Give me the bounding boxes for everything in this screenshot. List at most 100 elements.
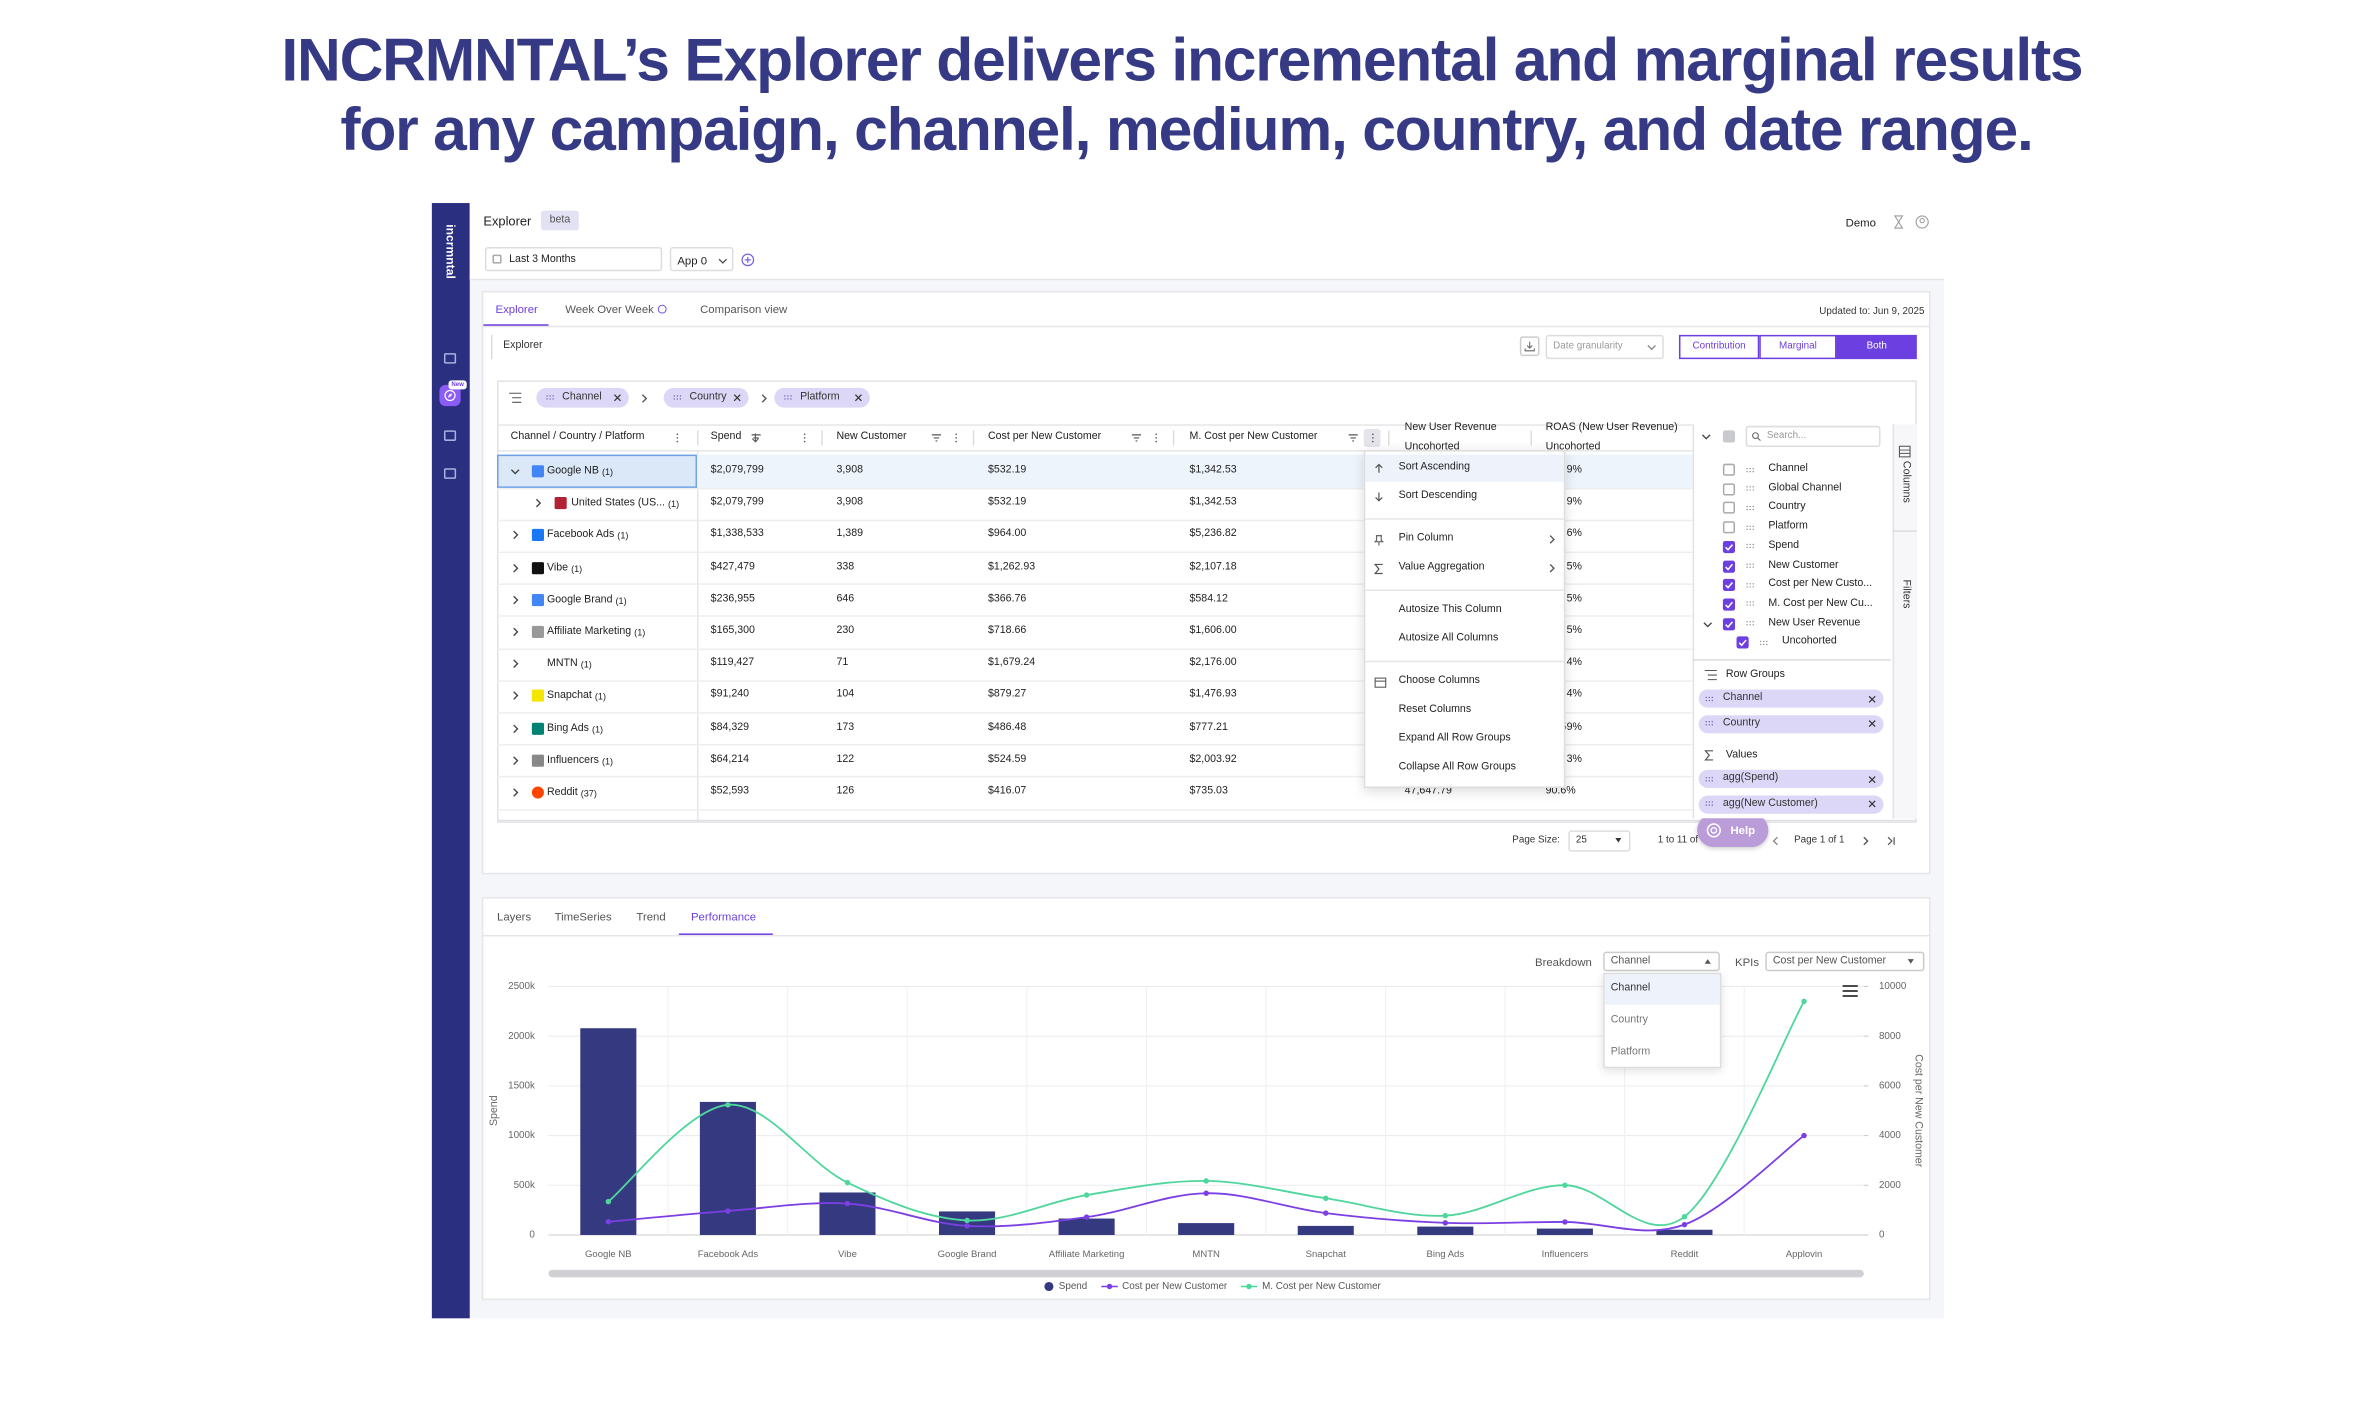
help-button[interactable] bbox=[1697, 813, 1769, 848]
columns-icon-part bbox=[1373, 676, 1386, 687]
row-group-icon-part bbox=[1704, 669, 1717, 681]
date-picker[interactable] bbox=[484, 246, 663, 272]
drag-handle-part bbox=[1760, 640, 1762, 642]
drag-handle-part bbox=[552, 395, 554, 397]
select-arrow-part bbox=[1615, 837, 1622, 843]
mode-button[interactable] bbox=[1678, 334, 1760, 360]
search-icon-part bbox=[1752, 432, 1759, 440]
page-size-select[interactable] bbox=[1568, 830, 1631, 852]
column-item: Uncohorted bbox=[1781, 636, 1837, 648]
cell: 230 bbox=[836, 625, 855, 637]
menu-item[interactable]: Autosize This Column bbox=[1398, 604, 1502, 615]
chevron bbox=[641, 393, 647, 403]
menu-highlight bbox=[1365, 454, 1564, 482]
row-count: (1) bbox=[580, 661, 592, 671]
column-header[interactable]: Channel / Country / Platform bbox=[510, 431, 645, 443]
checkbox[interactable] bbox=[1722, 463, 1736, 476]
panel-chip bbox=[1698, 769, 1884, 788]
tab[interactable]: TimeSeries bbox=[554, 909, 612, 924]
tab[interactable]: Performance bbox=[690, 909, 757, 924]
menu-item[interactable]: Reset Columns bbox=[1398, 704, 1472, 715]
cell: 5% bbox=[1566, 593, 1582, 605]
dropdown-option[interactable]: Country bbox=[1610, 1014, 1648, 1026]
menu-item[interactable]: Choose Columns bbox=[1398, 675, 1480, 687]
chip-close-part bbox=[1868, 800, 1876, 808]
breadcrumb: Explorer bbox=[503, 340, 543, 352]
info-icon bbox=[657, 304, 667, 314]
row-divider bbox=[497, 744, 1693, 746]
kpi-select[interactable] bbox=[1765, 951, 1925, 972]
panel-chip bbox=[1698, 689, 1884, 708]
mode-button[interactable] bbox=[1759, 334, 1837, 360]
row-name: Snapchat bbox=[547, 690, 592, 702]
column-header[interactable]: New User Revenue bbox=[1404, 422, 1497, 434]
menu-item[interactable]: Sort Ascending bbox=[1398, 461, 1470, 473]
drag-handle-part bbox=[1752, 544, 1754, 546]
app-select[interactable] bbox=[669, 246, 734, 272]
x-tick-label: Google Brand bbox=[938, 1249, 997, 1260]
cell: $91,240 bbox=[710, 689, 750, 701]
drag-handle-part bbox=[1752, 563, 1754, 565]
menu-item[interactable]: Autosize All Columns bbox=[1398, 633, 1499, 644]
tab[interactable]: Explorer bbox=[495, 302, 538, 316]
menu-item[interactable]: Sort Descending bbox=[1398, 490, 1478, 502]
menu-item[interactable]: Expand All Row Groups bbox=[1398, 733, 1511, 744]
tab[interactable]: Trend bbox=[636, 909, 666, 924]
drag-handle-part bbox=[1705, 699, 1707, 701]
column-item: New User Revenue bbox=[1768, 617, 1861, 628]
cell: $1,679.24 bbox=[987, 657, 1036, 669]
tab[interactable]: Layers bbox=[497, 909, 532, 924]
cell: $416.07 bbox=[987, 786, 1027, 797]
menu-icon-part bbox=[1155, 437, 1158, 439]
check-mark-part bbox=[1725, 543, 1734, 551]
sidebar-icon[interactable] bbox=[443, 467, 457, 479]
column-header[interactable]: Cost per New Customer bbox=[987, 431, 1102, 443]
export-button[interactable] bbox=[1519, 336, 1540, 357]
drag-handle-part bbox=[1760, 643, 1762, 645]
menu-item[interactable]: Collapse All Row Groups bbox=[1398, 761, 1516, 773]
drag-handle-part bbox=[1763, 640, 1765, 642]
dropdown-option[interactable]: Channel bbox=[1610, 983, 1651, 994]
checkbox[interactable] bbox=[1722, 579, 1736, 592]
drag-handle-part bbox=[1708, 699, 1710, 701]
point bbox=[725, 1208, 731, 1214]
chevron-part bbox=[1772, 836, 1778, 846]
mode-button[interactable] bbox=[1836, 334, 1917, 360]
menu-item[interactable]: Pin Column bbox=[1398, 533, 1454, 544]
menu-icon-part bbox=[1155, 440, 1158, 443]
checkbox[interactable] bbox=[1722, 559, 1736, 573]
dropdown-option[interactable]: Platform bbox=[1610, 1046, 1651, 1058]
checkbox[interactable] bbox=[1722, 540, 1736, 553]
point bbox=[844, 1200, 851, 1207]
select-all[interactable] bbox=[1722, 430, 1736, 443]
point bbox=[964, 1217, 970, 1224]
drag-handle bbox=[546, 395, 554, 400]
checkbox[interactable] bbox=[1722, 598, 1736, 611]
checkbox[interactable] bbox=[1736, 636, 1749, 649]
bar bbox=[1417, 1226, 1474, 1235]
checkbox[interactable] bbox=[1722, 502, 1736, 515]
column-header[interactable]: New Customer bbox=[836, 431, 907, 443]
column-header[interactable]: ROAS (New User Revenue) bbox=[1545, 422, 1678, 434]
check-mark-part bbox=[1725, 620, 1734, 628]
column-header[interactable]: M. Cost per New Customer bbox=[1189, 431, 1318, 443]
sidebar-icon[interactable] bbox=[443, 352, 457, 363]
menu-item[interactable]: Value Aggregation bbox=[1398, 561, 1485, 573]
channel-icon bbox=[531, 529, 544, 542]
tab[interactable]: Week Over Week bbox=[565, 302, 654, 316]
sidebar-icon[interactable] bbox=[443, 429, 457, 441]
focused-cell bbox=[497, 455, 698, 488]
granularity-select[interactable] bbox=[1545, 334, 1664, 360]
page-indicator: Page 1 of 1 bbox=[1794, 835, 1845, 846]
checkbox[interactable] bbox=[1722, 521, 1736, 534]
checkbox[interactable] bbox=[1722, 482, 1736, 496]
column-header[interactable]: Spend bbox=[710, 431, 742, 443]
row-label: MNTN (1) bbox=[547, 659, 592, 671]
checkbox[interactable] bbox=[1722, 617, 1736, 630]
drag-handle-part bbox=[1749, 489, 1751, 491]
menu-icon-part bbox=[1155, 433, 1158, 436]
row-divider bbox=[497, 647, 1693, 649]
chip-close-part bbox=[614, 394, 621, 402]
tab[interactable]: Comparison view bbox=[700, 302, 788, 316]
breakdown-select[interactable] bbox=[1603, 951, 1720, 972]
